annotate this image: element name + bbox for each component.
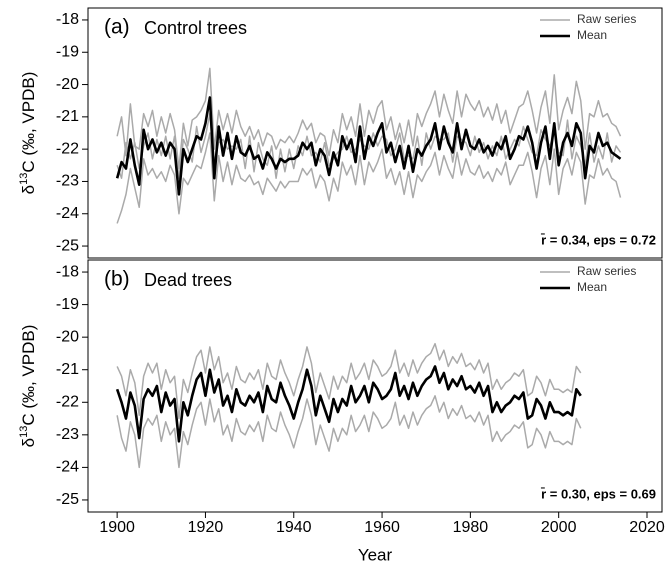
series-line	[115, 96, 622, 196]
panel-label: (b)	[104, 268, 130, 291]
x-tick-label: 1940	[276, 519, 312, 536]
y-tick-label: -21	[56, 108, 79, 125]
x-tick-label: 1960	[364, 519, 400, 536]
y-label-part: C (‰, VPDB)	[19, 72, 38, 173]
legend-label: Raw series	[577, 264, 636, 278]
annotation: r̄ = 0.30, eps = 0.69	[541, 486, 656, 501]
annotation: r̄ = 0.34, eps = 0.72	[541, 232, 656, 247]
y-tick-label: -25	[56, 491, 79, 508]
x-tick-label: 2020	[629, 519, 665, 536]
y-axis-label: δ13C (‰, VPDB)	[18, 72, 39, 195]
x-tick-label: 2000	[541, 519, 577, 536]
y-tick-label: -22	[56, 140, 79, 157]
panel-title: Dead trees	[144, 270, 232, 290]
raw-series-line	[116, 132, 622, 224]
series-line	[115, 365, 582, 443]
y-label-part: 13	[18, 173, 30, 185]
y-tick-label: -18	[56, 11, 79, 28]
series-line	[116, 67, 622, 170]
y-tick-label: -19	[56, 296, 79, 313]
y-label-part: δ	[19, 438, 38, 447]
y-label-part: C (‰, VPDB)	[19, 325, 38, 426]
x-tick-label: 1900	[99, 519, 135, 536]
series-line	[116, 342, 582, 420]
y-tick-label: -20	[56, 76, 79, 93]
raw-series-line	[116, 112, 622, 179]
x-axis-label: Year	[358, 545, 393, 564]
y-axis-label: δ13C (‰, VPDB)	[18, 325, 39, 448]
y-tick-label: -18	[56, 263, 79, 280]
y-label-part: δ	[19, 185, 38, 194]
x-tick-label: 1980	[453, 519, 489, 536]
y-label-part: 13	[18, 426, 30, 438]
plot-frame	[87, 259, 663, 513]
panel-label: (a)	[104, 16, 130, 39]
y-tick-label: -22	[56, 393, 79, 410]
y-tick-label: -24	[56, 205, 79, 222]
legend-label: Mean	[577, 280, 607, 294]
plot-frame	[87, 7, 663, 259]
panel-title: Control trees	[144, 18, 247, 38]
y-tick-label: -25	[56, 237, 79, 254]
y-tick-label: -20	[56, 328, 79, 345]
y-tick-label: -19	[56, 43, 79, 60]
y-tick-label: -23	[56, 426, 79, 443]
y-tick-label: -23	[56, 173, 79, 190]
legend-label: Raw series	[577, 12, 636, 26]
raw-series-line	[116, 395, 582, 469]
x-tick-label: 1920	[188, 519, 224, 536]
y-tick-label: -24	[56, 459, 79, 476]
legend-label: Mean	[577, 28, 607, 42]
y-tick-label: -21	[56, 361, 79, 378]
